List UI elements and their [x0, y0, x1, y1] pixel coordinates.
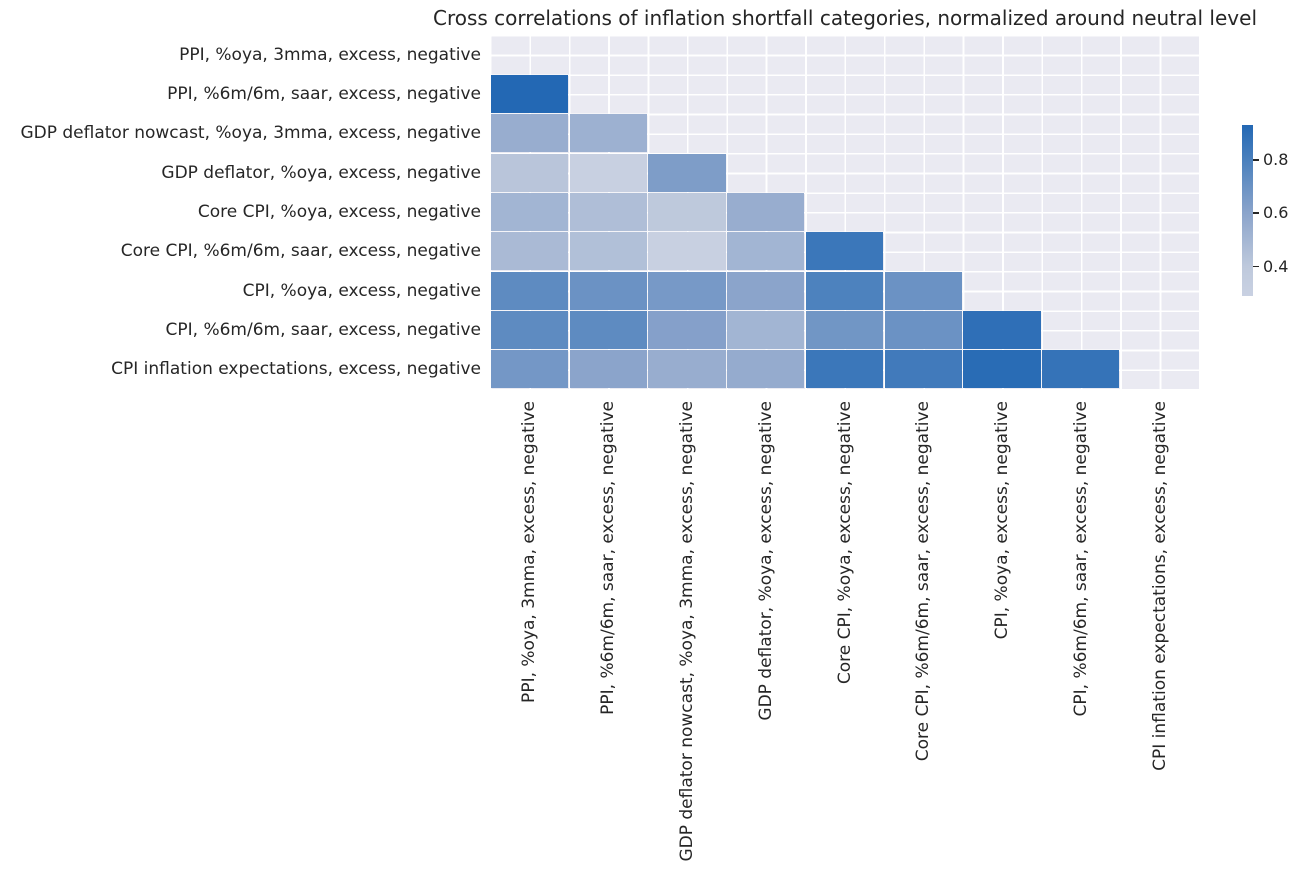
colorbar-tick — [1253, 212, 1259, 214]
x-axis-label: GDP deflator, %oya, excess, negative — [755, 401, 776, 721]
x-axis-label: CPI inflation expectations, excess, nega… — [1149, 401, 1170, 771]
x-axis-label: Core CPI, %oya, excess, negative — [834, 401, 855, 685]
x-axis-label: PPI, %6m/6m, saar, excess, negative — [598, 401, 619, 715]
heatmap-cell — [648, 350, 726, 389]
heatmap-cell — [648, 232, 726, 271]
heatmap-cell — [727, 271, 805, 310]
heatmap-cell — [963, 311, 1041, 349]
heatmap-cell — [569, 232, 647, 271]
heatmap-cell — [884, 271, 962, 310]
heatmap-cell — [490, 232, 568, 271]
y-axis-label: CPI, %oya, excess, negative — [242, 280, 481, 301]
heatmap-cell — [884, 311, 962, 349]
heatmap-cell — [963, 350, 1041, 389]
heatmap-cell — [490, 311, 568, 349]
x-axis-label: CPI, %6m/6m, saar, excess, negative — [1070, 401, 1091, 717]
heatmap-cell — [648, 311, 726, 349]
chart-title: Cross correlations of inflation shortfal… — [433, 6, 1257, 30]
x-axis-label: PPI, %oya, 3mma, excess, negative — [519, 401, 540, 703]
heatmap-cell — [805, 350, 884, 389]
heatmap-cell — [569, 311, 647, 349]
colorbar-tick-label: 0.4 — [1263, 256, 1289, 276]
heatmap-cell — [727, 311, 805, 349]
y-axis-label: CPI, %6m/6m, saar, excess, negative — [165, 320, 481, 340]
heatmap-cell — [648, 271, 726, 310]
heatmap-cell — [805, 232, 884, 271]
heatmap-cell — [569, 153, 647, 192]
heatmap-cell — [805, 311, 884, 349]
heatmap-cell — [569, 350, 647, 389]
x-axis-label: Core CPI, %6m/6m, saar, excess, negative — [913, 401, 934, 762]
colorbar-tick — [1253, 265, 1259, 268]
heatmap-cell — [727, 232, 805, 271]
heatmap-cell — [727, 350, 805, 389]
heatmap-plot-area — [490, 35, 1199, 389]
colorbar-tick — [1253, 158, 1259, 161]
x-axis-label: CPI, %oya, excess, negative — [992, 401, 1013, 640]
heatmap-cell — [727, 193, 805, 231]
heatmap-cell — [490, 75, 568, 113]
y-axis-label: Core CPI, %oya, excess, negative — [197, 202, 481, 222]
heatmap-cell — [648, 193, 726, 231]
heatmap-cell — [490, 193, 568, 231]
colorbar-tick-label: 0.6 — [1263, 203, 1289, 223]
x-axis-label: GDP deflator nowcast, %oya, 3mma, excess… — [676, 401, 697, 862]
heatmap-cell — [490, 271, 568, 310]
y-axis-label: PPI, %6m/6m, saar, excess, negative — [167, 84, 481, 104]
y-axis-label: PPI, %oya, 3mma, excess, negative — [179, 44, 481, 65]
heatmap-cell — [805, 271, 884, 310]
heatmap-cell — [884, 350, 962, 389]
y-axis-label: Core CPI, %6m/6m, saar, excess, negative — [120, 241, 481, 262]
heatmap-cell — [569, 114, 647, 153]
heatmap-cell — [490, 114, 568, 153]
y-axis-label: GDP deflator nowcast, %oya, 3mma, excess… — [20, 123, 481, 144]
heatmap-cell — [648, 153, 726, 192]
heatmap-cell — [1042, 350, 1120, 389]
y-axis-label: CPI inflation expectations, excess, nega… — [111, 359, 481, 380]
colorbar-gradient — [1242, 125, 1253, 296]
heatmap-cell — [490, 153, 568, 192]
colorbar-tick-label: 0.8 — [1263, 149, 1289, 169]
heatmap-cell — [490, 350, 568, 389]
heatmap-cell — [569, 271, 647, 310]
colorbar: 0.8 0.6 0.4 — [1242, 125, 1288, 296]
y-axis-label: GDP deflator, %oya, excess, negative — [161, 162, 481, 183]
heatmap-cell — [569, 193, 647, 231]
